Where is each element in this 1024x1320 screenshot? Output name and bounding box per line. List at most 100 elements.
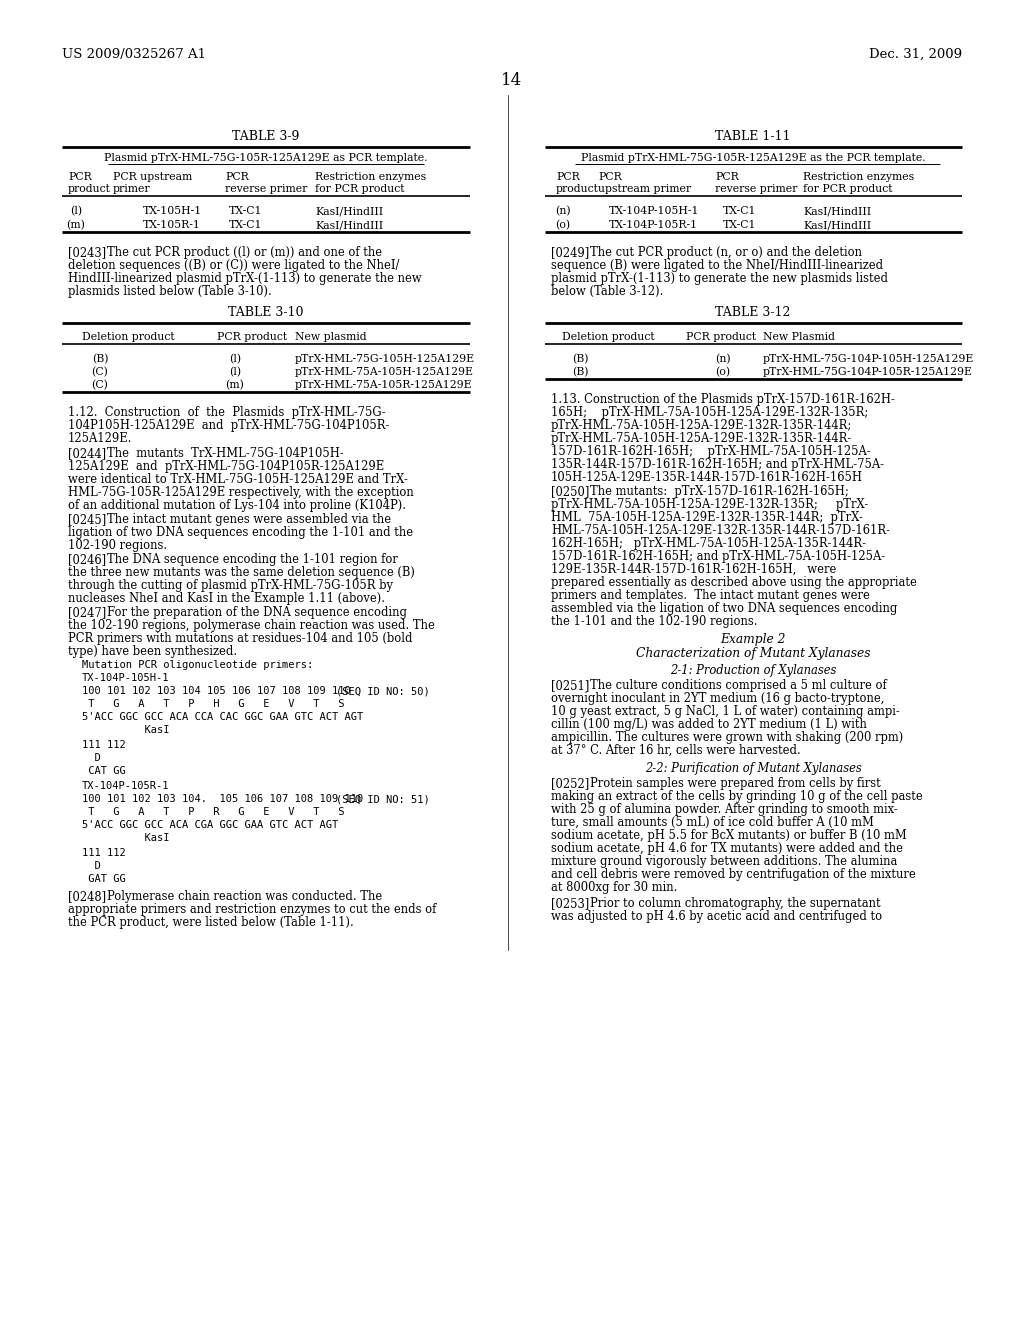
Text: TX-104P-105H-1: TX-104P-105H-1 xyxy=(82,673,170,682)
Text: plasmids listed below (Table 3-10).: plasmids listed below (Table 3-10). xyxy=(68,285,271,298)
Text: appropriate primers and restriction enzymes to cut the ends of: appropriate primers and restriction enzy… xyxy=(68,903,436,916)
Text: 111 112: 111 112 xyxy=(82,847,126,858)
Text: ligation of two DNA sequences encoding the 1-101 and the: ligation of two DNA sequences encoding t… xyxy=(68,525,413,539)
Text: The cut PCR product (n, or o) and the deletion: The cut PCR product (n, or o) and the de… xyxy=(590,246,862,259)
Text: KasI/HindIII: KasI/HindIII xyxy=(803,206,871,216)
Text: New Plasmid: New Plasmid xyxy=(763,333,835,342)
Text: [0253]: [0253] xyxy=(551,898,589,909)
Text: 125A129E.: 125A129E. xyxy=(68,432,132,445)
Text: the 1-101 and the 102-190 regions.: the 1-101 and the 102-190 regions. xyxy=(551,615,758,628)
Text: PCR product: PCR product xyxy=(686,333,756,342)
Text: were identical to TrX-HML-75G-105H-125A129E and TrX-: were identical to TrX-HML-75G-105H-125A1… xyxy=(68,473,408,486)
Text: [0247]: [0247] xyxy=(68,606,106,619)
Text: [0249]: [0249] xyxy=(551,246,589,259)
Text: type) have been synthesized.: type) have been synthesized. xyxy=(68,645,238,657)
Text: pTrX-HML-75G-105H-125A129E: pTrX-HML-75G-105H-125A129E xyxy=(295,354,475,364)
Text: the PCR product, were listed below (Table 1-11).: the PCR product, were listed below (Tabl… xyxy=(68,916,353,929)
Text: TX-104P-105H-1: TX-104P-105H-1 xyxy=(609,206,699,216)
Text: the 102-190 regions, polymerase chain reaction was used. The: the 102-190 regions, polymerase chain re… xyxy=(68,619,435,632)
Text: 135R-144R-157D-161R-162H-165H; and pTrX-HML-75A-: 135R-144R-157D-161R-162H-165H; and pTrX-… xyxy=(551,458,884,471)
Text: prepared essentially as described above using the appropriate: prepared essentially as described above … xyxy=(551,576,916,589)
Text: (SEQ ID NO: 51): (SEQ ID NO: 51) xyxy=(336,795,430,804)
Text: T   G   A   T   P   H   G   E   V   T   S: T G A T P H G E V T S xyxy=(82,700,344,709)
Text: sodium acetate, pH 4.6 for TX mutants) were added and the: sodium acetate, pH 4.6 for TX mutants) w… xyxy=(551,842,903,855)
Text: pTrX-HML-75A-105H-125A129E: pTrX-HML-75A-105H-125A129E xyxy=(295,367,474,378)
Text: Restriction enzymes: Restriction enzymes xyxy=(315,172,426,182)
Text: (B): (B) xyxy=(571,354,588,364)
Text: The DNA sequence encoding the 1-101 region for: The DNA sequence encoding the 1-101 regi… xyxy=(106,553,398,566)
Text: (o): (o) xyxy=(555,220,570,230)
Text: ture, small amounts (5 mL) of ice cold buffer A (10 mM: ture, small amounts (5 mL) of ice cold b… xyxy=(551,816,873,829)
Text: Prior to column chromatography, the supernatant: Prior to column chromatography, the supe… xyxy=(590,898,881,909)
Text: was adjusted to pH 4.6 by acetic acid and centrifuged to: was adjusted to pH 4.6 by acetic acid an… xyxy=(551,909,882,923)
Text: making an extract of the cells by grinding 10 g of the cell paste: making an extract of the cells by grindi… xyxy=(551,789,923,803)
Text: pTrX-HML-75A-105R-125A129E: pTrX-HML-75A-105R-125A129E xyxy=(295,380,473,389)
Text: KasI/HindIII: KasI/HindIII xyxy=(315,220,383,230)
Text: 100 101 102 103 104 105 106 107 108 109 110: 100 101 102 103 104 105 106 107 108 109 … xyxy=(82,686,351,696)
Text: TX-105H-1: TX-105H-1 xyxy=(143,206,203,216)
Text: TABLE 1-11: TABLE 1-11 xyxy=(715,129,791,143)
Text: upstream primer: upstream primer xyxy=(598,183,691,194)
Text: (l): (l) xyxy=(229,367,241,378)
Text: cillin (100 mg/L) was added to 2YT medium (1 L) with: cillin (100 mg/L) was added to 2YT mediu… xyxy=(551,718,867,731)
Text: pTrX-HML-75A-105H-125A-129E-132R-135R-144R-: pTrX-HML-75A-105H-125A-129E-132R-135R-14… xyxy=(551,432,852,445)
Text: pTrX-HML-75A-105H-125A-129E-132R-135R-144R;: pTrX-HML-75A-105H-125A-129E-132R-135R-14… xyxy=(551,418,852,432)
Text: HindIII-linearized plasmid pTrX-(1-113) to generate the new: HindIII-linearized plasmid pTrX-(1-113) … xyxy=(68,272,422,285)
Text: Polymerase chain reaction was conducted. The: Polymerase chain reaction was conducted.… xyxy=(106,890,382,903)
Text: pTrX-HML-75G-104P-105H-125A129E: pTrX-HML-75G-104P-105H-125A129E xyxy=(763,354,975,364)
Text: for PCR product: for PCR product xyxy=(315,183,404,194)
Text: US 2009/0325267 A1: US 2009/0325267 A1 xyxy=(62,48,206,61)
Text: [0252]: [0252] xyxy=(551,777,589,789)
Text: at 37° C. After 16 hr, cells were harvested.: at 37° C. After 16 hr, cells were harves… xyxy=(551,744,801,756)
Text: assembled via the ligation of two DNA sequences encoding: assembled via the ligation of two DNA se… xyxy=(551,602,897,615)
Text: TX-105R-1: TX-105R-1 xyxy=(143,220,201,230)
Text: mixture ground vigorously between additions. The alumina: mixture ground vigorously between additi… xyxy=(551,855,897,869)
Text: 2-2: Purification of Mutant Xylanases: 2-2: Purification of Mutant Xylanases xyxy=(645,762,861,775)
Text: ampicillin. The cultures were grown with shaking (200 rpm): ampicillin. The cultures were grown with… xyxy=(551,731,903,744)
Text: primers and templates.  The intact mutant genes were: primers and templates. The intact mutant… xyxy=(551,589,869,602)
Text: Plasmid pTrX-HML-75G-105R-125A129E as the PCR template.: Plasmid pTrX-HML-75G-105R-125A129E as th… xyxy=(581,153,926,162)
Text: pTrX-HML-75G-104P-105R-125A129E: pTrX-HML-75G-104P-105R-125A129E xyxy=(763,367,973,378)
Text: (B): (B) xyxy=(92,354,109,364)
Text: [0243]: [0243] xyxy=(68,246,106,259)
Text: 2-1: Production of Xylanases: 2-1: Production of Xylanases xyxy=(670,664,837,677)
Text: 1.12.  Construction  of  the  Plasmids  pTrX-HML-75G-: 1.12. Construction of the Plasmids pTrX-… xyxy=(68,407,386,418)
Text: 1.13. Construction of the Plasmids pTrX-157D-161R-162H-: 1.13. Construction of the Plasmids pTrX-… xyxy=(551,393,895,407)
Text: overnight inoculant in 2YT medium (16 g bacto-tryptone,: overnight inoculant in 2YT medium (16 g … xyxy=(551,692,885,705)
Text: through the cutting of plasmid pTrX-HML-75G-105R by: through the cutting of plasmid pTrX-HML-… xyxy=(68,579,393,591)
Text: nucleases NheI and KasI in the Example 1.11 (above).: nucleases NheI and KasI in the Example 1… xyxy=(68,591,385,605)
Text: [0250]: [0250] xyxy=(551,484,590,498)
Text: plasmid pTrX-(1-113) to generate the new plasmids listed: plasmid pTrX-(1-113) to generate the new… xyxy=(551,272,888,285)
Text: 100 101 102 103 104.  105 106 107 108 109 110: 100 101 102 103 104. 105 106 107 108 109… xyxy=(82,795,364,804)
Text: 102-190 regions.: 102-190 regions. xyxy=(68,539,167,552)
Text: [0245]: [0245] xyxy=(68,513,106,525)
Text: HML-75G-105R-125A129E respectively, with the exception: HML-75G-105R-125A129E respectively, with… xyxy=(68,486,414,499)
Text: HML  75A-105H-125A-129E-132R-135R-144R;  pTrX-: HML 75A-105H-125A-129E-132R-135R-144R; p… xyxy=(551,511,863,524)
Text: Deletion product: Deletion product xyxy=(562,333,654,342)
Text: T   G   A   T   P   R   G   E   V   T   S: T G A T P R G E V T S xyxy=(82,807,344,817)
Text: 111 112: 111 112 xyxy=(82,741,126,750)
Text: PCR product: PCR product xyxy=(217,333,287,342)
Text: 162H-165H;   pTrX-HML-75A-105H-125A-135R-144R-: 162H-165H; pTrX-HML-75A-105H-125A-135R-1… xyxy=(551,537,866,550)
Text: (C): (C) xyxy=(91,380,109,391)
Text: (m): (m) xyxy=(225,380,245,391)
Text: product: product xyxy=(556,183,599,194)
Text: the three new mutants was the same deletion sequence (B): the three new mutants was the same delet… xyxy=(68,566,415,579)
Text: 5'ACC GGC GCC ACA CCA CAC GGC GAA GTC ACT AGT: 5'ACC GGC GCC ACA CCA CAC GGC GAA GTC AC… xyxy=(82,711,364,722)
Text: (o): (o) xyxy=(716,367,730,378)
Text: PCR: PCR xyxy=(225,172,249,182)
Text: KasI/HindIII: KasI/HindIII xyxy=(803,220,871,230)
Text: TX-C1: TX-C1 xyxy=(723,220,757,230)
Text: GAT GG: GAT GG xyxy=(82,874,126,884)
Text: [0248]: [0248] xyxy=(68,890,106,903)
Text: PCR primers with mutations at residues-104 and 105 (bold: PCR primers with mutations at residues-1… xyxy=(68,632,413,645)
Text: below (Table 3-12).: below (Table 3-12). xyxy=(551,285,664,298)
Text: pTrX-HML-75A-105H-125A-129E-132R-135R;     pTrX-: pTrX-HML-75A-105H-125A-129E-132R-135R; p… xyxy=(551,498,868,511)
Text: Deletion product: Deletion product xyxy=(82,333,175,342)
Text: (m): (m) xyxy=(67,220,85,230)
Text: PCR: PCR xyxy=(556,172,580,182)
Text: sodium acetate, pH 5.5 for BcX mutants) or buffer B (10 mM: sodium acetate, pH 5.5 for BcX mutants) … xyxy=(551,829,906,842)
Text: PCR: PCR xyxy=(68,172,92,182)
Text: The culture conditions comprised a 5 ml culture of: The culture conditions comprised a 5 ml … xyxy=(590,678,887,692)
Text: 129E-135R-144R-157D-161R-162H-165H,   were: 129E-135R-144R-157D-161R-162H-165H, were xyxy=(551,564,837,576)
